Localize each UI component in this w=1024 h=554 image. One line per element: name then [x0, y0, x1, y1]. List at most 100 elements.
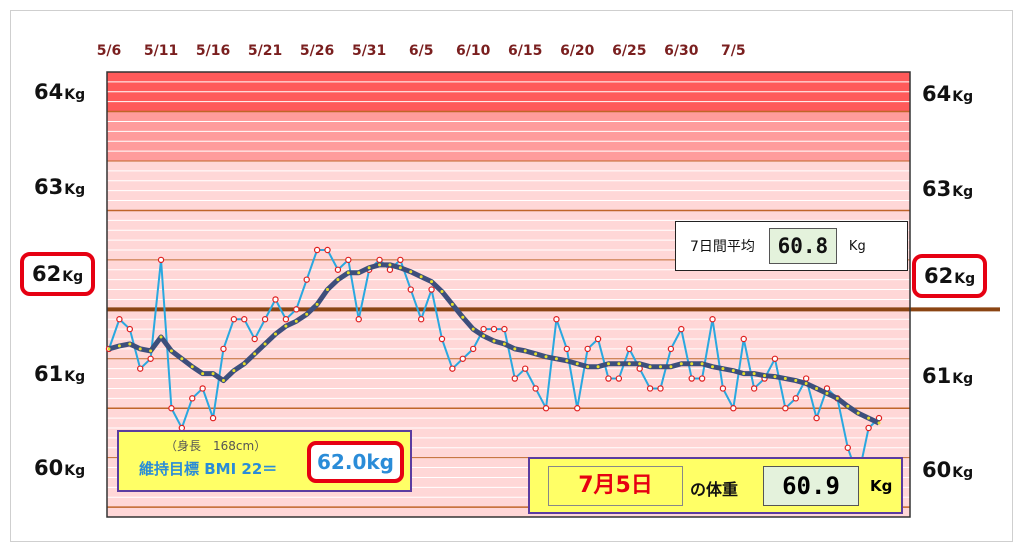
daily-weight-point — [480, 325, 487, 333]
y-label-left-62: 62Kg — [20, 252, 96, 296]
daily-weight-point — [678, 325, 685, 333]
daily-weight-point — [438, 335, 446, 343]
average-weight-point — [284, 324, 288, 328]
daily-weight-point — [189, 395, 196, 402]
daily-weight-point — [750, 385, 758, 392]
average-weight-point — [856, 411, 860, 415]
daily-weight-point — [345, 256, 352, 264]
x-tick-label: 5/26 — [300, 43, 334, 59]
x-tick-label: 6/10 — [456, 43, 491, 59]
average-weight-point — [721, 367, 725, 371]
daily-weight-point — [376, 256, 383, 264]
x-tick-label: 5/6 — [97, 43, 122, 59]
average-weight-point — [138, 347, 142, 351]
daily-weight-point — [740, 335, 747, 343]
daily-weight-point — [126, 325, 134, 333]
average-weight-point — [409, 270, 413, 274]
daily-weight-point — [334, 266, 342, 273]
average-weight-point — [128, 342, 132, 346]
average-weight-point — [221, 379, 225, 383]
y-label-right-63: 63Kg — [922, 177, 974, 201]
daily-weight-point — [844, 444, 851, 451]
average-weight-point — [450, 302, 454, 306]
average-weight-point — [513, 347, 517, 351]
seven-day-average-box: 7日間平均 60.8 Kg — [675, 221, 908, 271]
daily-weight-point — [719, 385, 727, 392]
average-weight-point — [326, 288, 330, 292]
daily-weight-point — [813, 414, 820, 422]
daily-weight-point — [532, 385, 539, 392]
daily-weight-point — [428, 286, 435, 293]
average-weight-point — [253, 352, 257, 356]
average-weight-point — [492, 339, 496, 343]
average-weight-point — [554, 357, 558, 361]
daily-weight-point — [251, 335, 258, 343]
x-tick-label: 6/25 — [612, 43, 646, 59]
daily-weight-point — [542, 405, 550, 412]
today-weight-value: 60.9 — [763, 466, 859, 506]
daily-weight-point — [584, 345, 591, 353]
daily-weight-point — [636, 365, 643, 372]
bmi-target-value: 62.0kg — [307, 441, 404, 483]
today-weight-box: 7月5日 の体重 60.9 Kg — [528, 457, 903, 514]
average-weight-point — [190, 365, 194, 369]
average-weight-point — [357, 271, 361, 275]
average-weight-point — [825, 391, 829, 395]
average-weight-point — [440, 290, 444, 294]
y-label-left-61: 61Kg — [34, 362, 86, 386]
average-weight-point — [430, 280, 434, 284]
x-tick-label: 6/5 — [409, 43, 434, 59]
average-weight-point — [378, 263, 382, 267]
average-weight-point — [690, 362, 694, 366]
daily-weight-point — [553, 316, 560, 323]
daily-weight-point — [303, 276, 310, 283]
daily-weight-point — [449, 365, 456, 372]
daily-weight-point — [709, 316, 716, 323]
average-weight-point — [263, 342, 267, 346]
x-tick-label: 5/16 — [196, 43, 230, 59]
average-weight-point — [638, 362, 642, 366]
daily-weight-point — [199, 385, 206, 392]
average-weight-point — [783, 377, 787, 381]
daily-weight-point — [792, 395, 799, 402]
y-label-left-60: 60Kg — [34, 456, 86, 480]
height-note: （身長 168cm） — [165, 439, 267, 453]
average-weight-point — [180, 357, 184, 361]
average-weight-point — [388, 263, 392, 267]
y-label-right-64: 64Kg — [922, 82, 974, 106]
daily-weight-point — [220, 345, 227, 353]
average-weight-point — [565, 359, 569, 363]
daily-weight-point — [397, 256, 404, 264]
daily-weight-point — [313, 246, 321, 254]
average-weight-point — [669, 365, 673, 369]
daily-weight-point — [511, 375, 519, 382]
daily-weight-point — [168, 405, 175, 412]
average-weight-point — [648, 365, 652, 369]
daily-weight-point — [594, 335, 602, 343]
average-weight-point — [398, 266, 402, 270]
y-label-left-64: 64Kg — [34, 80, 86, 104]
average-weight-point — [700, 362, 704, 366]
daily-weight-point — [386, 266, 394, 273]
x-tick-label: 6/15 — [508, 43, 542, 59]
daily-weight-point — [667, 345, 675, 353]
daily-weight-point — [137, 365, 144, 372]
average-weight-point — [575, 362, 579, 366]
average-weight-point — [877, 421, 881, 425]
daily-weight-point — [574, 405, 581, 412]
seven-day-average-value: 60.8 — [768, 228, 837, 264]
seven-day-average-unit: Kg — [848, 238, 866, 254]
daily-weight-point — [563, 345, 571, 353]
y-label-right-61: 61Kg — [922, 364, 974, 388]
average-weight-point — [336, 278, 340, 282]
average-weight-point — [846, 404, 850, 408]
warning-band — [107, 111, 910, 161]
average-weight-point — [315, 302, 319, 306]
daily-weight-point — [293, 306, 300, 313]
today-weight-unit: Kg — [870, 477, 893, 495]
of-weight-label: の体重 — [690, 480, 739, 499]
y-label-right-62: 62Kg — [912, 254, 988, 298]
average-weight-point — [523, 349, 527, 353]
daily-weight-point — [407, 286, 414, 293]
average-weight-point — [107, 347, 111, 351]
